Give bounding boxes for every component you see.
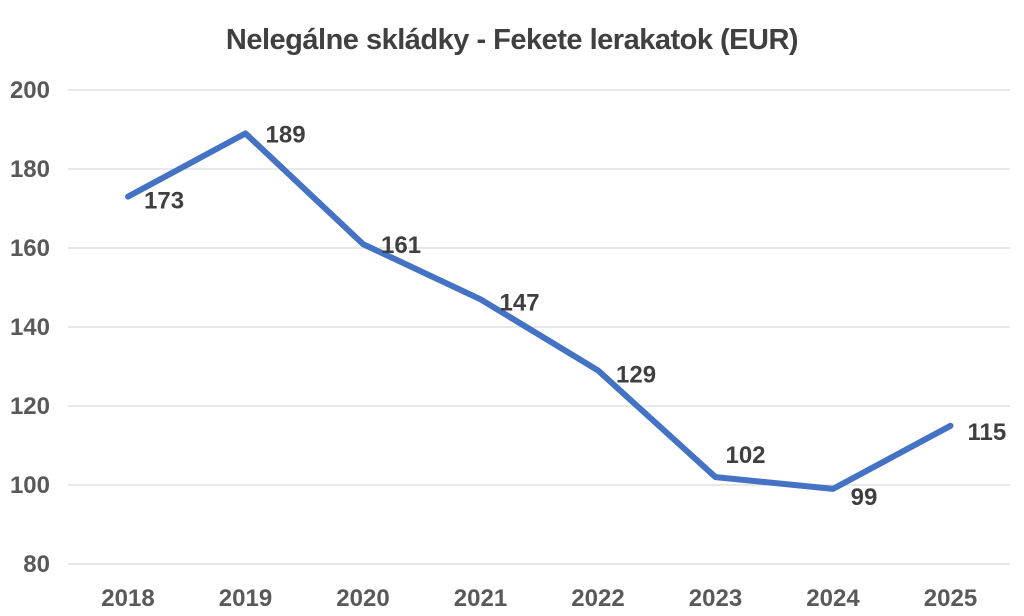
data-label: 147 [500,289,540,316]
chart-title: Nelegálne skládky - Fekete lerakatok (EU… [226,24,798,56]
data-label: 173 [144,188,184,215]
y-tick-label: 200 [10,77,50,104]
x-tick-label: 2022 [571,585,624,612]
x-tick-label: 2021 [454,585,507,612]
data-label: 102 [725,442,765,469]
y-tick-label: 180 [10,156,50,183]
data-label: 161 [381,232,421,259]
y-tick-label: 120 [10,393,50,420]
x-tick-label: 2023 [689,585,742,612]
x-axis-tick-labels: 2018 2019 2020 2021 2022 2023 2024 2025 [101,585,977,612]
data-label: 129 [616,361,656,388]
data-label: 115 [968,419,1007,446]
x-tick-label: 2024 [806,585,860,612]
data-label: 189 [266,121,306,148]
data-label: 99 [851,484,878,511]
y-tick-label: 140 [10,314,50,341]
x-tick-label: 2025 [924,585,977,612]
gridlines [68,89,1010,565]
y-tick-label: 100 [10,472,50,499]
y-axis-tick-labels: 200 180 160 140 120 100 80 [10,77,50,578]
data-point-labels: 173 189 161 147 129 102 99 115 [144,121,1006,511]
y-tick-label: 160 [10,235,50,262]
x-tick-label: 2019 [219,585,272,612]
data-series-line [125,130,954,492]
y-tick-label: 80 [23,551,50,578]
x-tick-label: 2020 [336,585,389,612]
x-tick-label: 2018 [101,585,154,612]
